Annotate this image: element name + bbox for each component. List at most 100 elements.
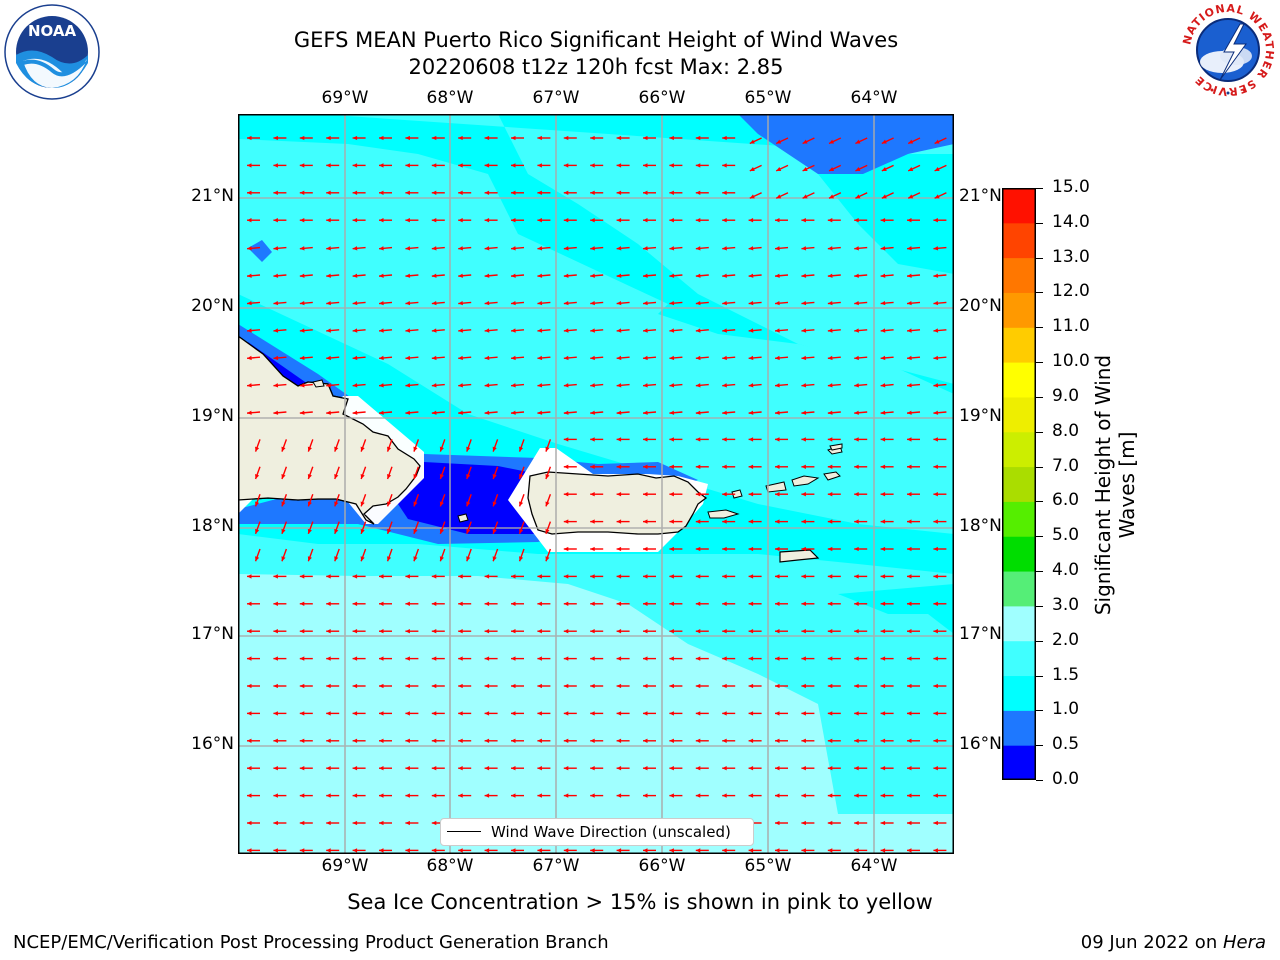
colorbar-tick-mark <box>1036 362 1043 364</box>
wave-direction-arrow <box>405 738 419 743</box>
wave-direction-arrow <box>643 492 656 497</box>
wave-direction-arrow <box>695 410 709 415</box>
wave-direction-arrow <box>563 766 577 771</box>
wave-direction-arrow <box>326 656 340 661</box>
wave-direction-arrow <box>563 793 577 798</box>
wave-direction-arrow <box>431 656 445 661</box>
wave-direction-arrow <box>431 273 445 278</box>
wave-direction-arrow <box>458 793 472 798</box>
wave-direction-arrow <box>379 629 392 634</box>
longitude-label: 69°W <box>321 856 369 876</box>
wave-direction-arrow <box>378 300 393 306</box>
wave-direction-arrow <box>254 439 261 452</box>
wave-direction-arrow <box>827 601 841 606</box>
wave-direction-arrow <box>774 273 789 278</box>
wave-direction-arrow <box>801 492 815 497</box>
colorbar-tick-mark <box>1036 745 1043 747</box>
wave-direction-arrow <box>748 711 762 716</box>
wave-direction-arrow <box>669 410 683 415</box>
colorbar-tick-label: 0.0 <box>1052 769 1080 789</box>
wave-direction-arrow <box>669 246 683 251</box>
wave-direction-arrow <box>326 135 340 141</box>
wave-direction-arrow <box>511 163 524 168</box>
map-legend: Wind Wave Direction (unscaled) <box>440 818 754 846</box>
wave-direction-arrow <box>431 135 445 141</box>
wave-direction-arrow <box>933 629 947 634</box>
wave-direction-arrow <box>484 135 498 141</box>
colorbar-swatch <box>1002 362 1036 398</box>
longitude-label: 67°W <box>532 88 580 108</box>
land-vieques <box>707 509 740 519</box>
noaa-logo-text: NOAA <box>28 22 77 40</box>
wave-direction-arrow <box>431 766 445 771</box>
wave-direction-arrow <box>827 355 841 361</box>
wave-direction-arrow <box>669 300 683 306</box>
wave-direction-arrow <box>281 521 288 535</box>
wave-direction-arrow <box>933 492 947 497</box>
wave-direction-arrow <box>273 738 287 743</box>
wave-direction-arrow <box>616 190 630 195</box>
wave-direction-arrow <box>386 466 393 480</box>
wave-direction-arrow <box>748 218 762 223</box>
wave-direction-arrow <box>405 601 419 606</box>
wave-direction-arrow <box>642 410 657 415</box>
wave-direction-arrow <box>775 137 789 145</box>
wave-direction-arrow <box>510 355 525 361</box>
wave-direction-arrow <box>273 383 287 388</box>
wave-direction-arrow <box>695 793 709 798</box>
date-text: 09 Jun 2022 on <box>1080 932 1223 953</box>
colorbar-swatch <box>1002 675 1036 711</box>
wave-direction-arrow <box>748 574 762 579</box>
wave-direction-arrow <box>334 548 340 562</box>
wave-direction-arrow <box>326 300 340 306</box>
colorbar-tick-label: 6.0 <box>1052 490 1080 511</box>
longitude-label: 66°W <box>638 88 686 108</box>
wave-direction-arrow <box>247 683 260 689</box>
wave-direction-arrow <box>933 300 947 306</box>
wave-direction-arrow <box>431 355 445 361</box>
wave-direction-arrow <box>933 546 947 552</box>
wave-direction-arrow <box>360 548 367 562</box>
wave-direction-arrow <box>458 656 472 661</box>
wave-direction-arrow <box>379 738 392 743</box>
wave-direction-arrow <box>563 163 577 168</box>
colorbar-tick-label: 8.0 <box>1052 420 1080 441</box>
wave-direction-arrow <box>458 574 472 579</box>
wave-direction-arrow <box>695 163 709 168</box>
wave-direction-arrow <box>933 273 947 278</box>
wave-direction-arrow <box>695 574 709 579</box>
wave-direction-arrow <box>439 548 446 562</box>
wave-direction-arrow <box>431 683 445 689</box>
wave-direction-arrow <box>801 738 815 743</box>
wave-direction-arrow <box>616 464 630 469</box>
wave-direction-arrow <box>281 439 288 452</box>
wave-direction-arrow <box>299 383 313 388</box>
wave-direction-arrow <box>484 383 498 388</box>
wave-direction-arrow <box>563 574 577 579</box>
wave-direction-arrow <box>299 328 313 333</box>
wave-direction-arrow <box>827 711 841 716</box>
wave-direction-arrow <box>563 492 577 497</box>
wave-direction-arrow <box>273 218 287 223</box>
wave-direction-arrow <box>299 738 313 743</box>
wave-direction-arrow <box>246 410 261 415</box>
wave-direction-arrow <box>405 574 419 579</box>
latitude-label: 20°N <box>959 296 1002 316</box>
wave-direction-arrow <box>273 190 287 195</box>
wave-direction-arrow <box>352 683 366 689</box>
wave-direction-arrow <box>933 246 947 251</box>
colorbar <box>1002 188 1036 780</box>
wave-direction-arrow <box>748 601 762 606</box>
wave-direction-arrow <box>695 656 709 661</box>
wave-direction-arrow <box>431 601 445 606</box>
wave-direction-arrow <box>880 546 894 552</box>
wave-direction-arrow <box>563 273 577 278</box>
wave-direction-arrow <box>827 574 841 579</box>
wave-direction-arrow <box>511 656 524 661</box>
wave-direction-arrow <box>352 848 366 853</box>
wave-direction-arrow <box>616 355 630 361</box>
wave-direction-arrow <box>881 164 894 172</box>
wave-direction-arrow <box>405 300 419 306</box>
wave-direction-arrow <box>511 218 524 223</box>
wave-direction-arrow <box>669 766 683 771</box>
